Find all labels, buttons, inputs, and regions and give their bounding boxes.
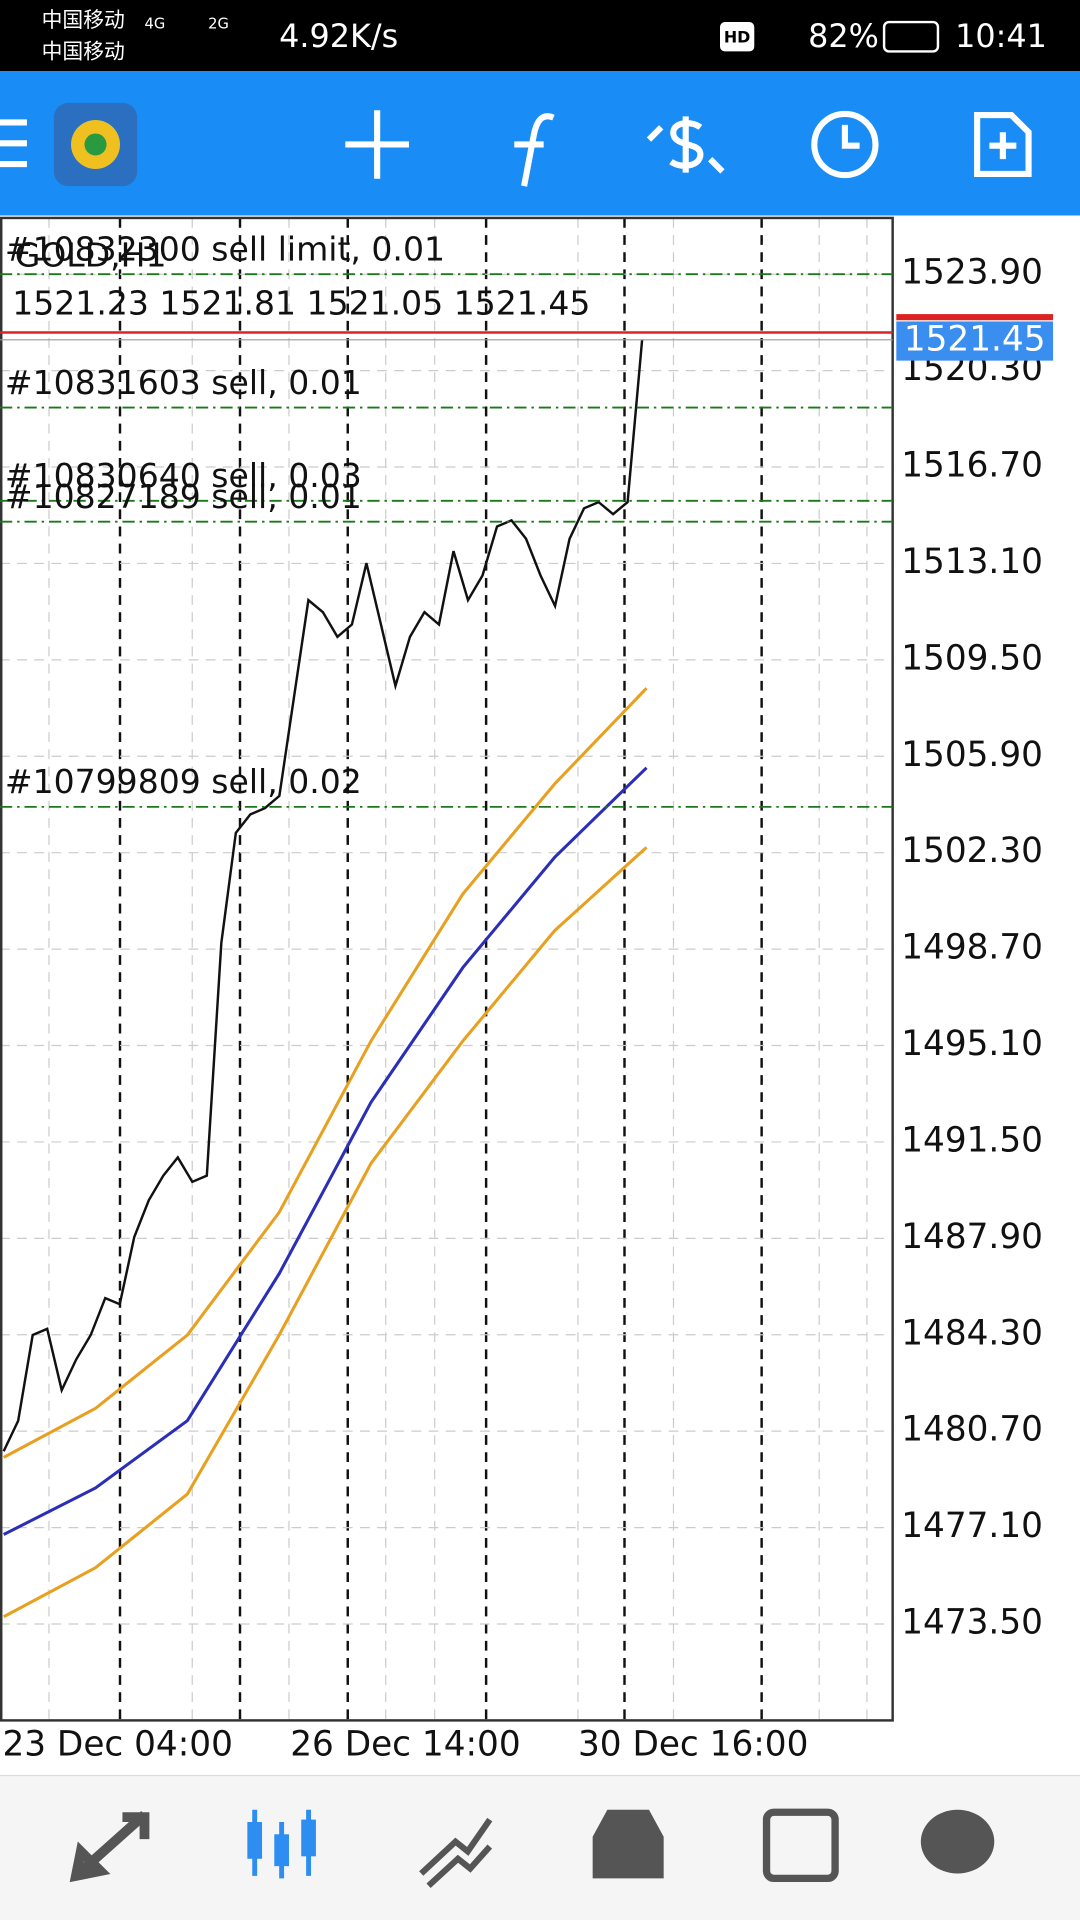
y-tick-label: 1523.90 [901, 253, 1043, 293]
app-logo-core [84, 133, 107, 156]
chat-tab[interactable] [920, 1809, 995, 1874]
chart-tab-body [301, 1819, 316, 1857]
trade-tab[interactable] [419, 1817, 493, 1888]
price-box [896, 321, 1054, 361]
y-tick-label: 1505.90 [901, 735, 1043, 775]
ohlc-label: 1521.23 1521.81 1521.05 1521.45 [12, 283, 590, 322]
band-line [2, 766, 648, 1536]
nav-icons [69, 1808, 995, 1888]
battery: 82% [808, 17, 879, 55]
y-tick-label: 1491.50 [901, 1120, 1043, 1160]
indicators-button[interactable] [514, 113, 555, 187]
bottom-nav [0, 1775, 1080, 1920]
y-tick-label: 1480.70 [901, 1410, 1043, 1450]
order-label: #10799809 sell, 0.02 [5, 762, 362, 801]
y-tick-label: 1498.70 [901, 928, 1043, 968]
hd-icon [720, 22, 755, 52]
y-tick-label: 1509.50 [901, 638, 1043, 678]
chart-frame [0, 216, 894, 1722]
toolbar-icons [0, 110, 1032, 187]
y-tick-label: 1516.70 [901, 446, 1043, 486]
order-label: #10831603 sell, 0.01 [5, 363, 362, 402]
menu-button[interactable] [0, 119, 27, 168]
network: 4G [144, 15, 165, 32]
order-label: #10827189 sell, 0.01 [5, 477, 362, 516]
new-order-button[interactable] [974, 112, 1032, 177]
trade-button[interactable] [646, 116, 725, 174]
speed: 4.92K/s [279, 17, 398, 55]
hd: HD [724, 27, 751, 46]
timeframe-button[interactable] [811, 110, 879, 179]
band-line [2, 687, 648, 1459]
x-tick-label: 30 Dec 16:00 [578, 1725, 808, 1765]
chart-title: GOLD,H1 [15, 236, 167, 275]
crosshair-button[interactable] [345, 110, 409, 179]
y-tick-label: 1495.10 [901, 1024, 1043, 1064]
ask-marker [896, 314, 1054, 321]
x-tick-label: 23 Dec 04:00 [2, 1725, 232, 1765]
y-tick-label: 1513.10 [901, 542, 1043, 582]
time: 10:41 [955, 17, 1047, 55]
y-tick-label: 1502.30 [901, 831, 1043, 871]
y-tick-label: 1484.30 [901, 1313, 1043, 1353]
history-tab[interactable] [592, 1809, 664, 1879]
y-tick-label: 1473.50 [901, 1602, 1043, 1642]
status-bar [0, 0, 1080, 72]
y-tick-label: 1487.90 [901, 1217, 1043, 1257]
chart-tab-body [274, 1834, 289, 1867]
current-price-label: 1521.45 [904, 320, 1046, 360]
carrier: 中国移动 [42, 8, 125, 32]
band-line [2, 846, 648, 1619]
carrier: 中国移动 [42, 40, 125, 64]
battery-icon [882, 20, 940, 53]
order-label: #10830640 sell, 0.03 [5, 456, 362, 495]
network: 2G [208, 15, 229, 32]
price-line [2, 339, 644, 1452]
chart-tab-body [247, 1822, 263, 1859]
y-tick-label: 1477.10 [901, 1506, 1043, 1546]
chart-background [0, 215, 1080, 1776]
quotes-tab[interactable] [69, 1811, 150, 1883]
order-label: #10832300 sell limit, 0.01 [5, 229, 445, 268]
news-tab[interactable] [762, 1808, 839, 1883]
clock-hands [841, 124, 860, 149]
x-tick-label: 26 Dec 14:00 [290, 1725, 520, 1765]
